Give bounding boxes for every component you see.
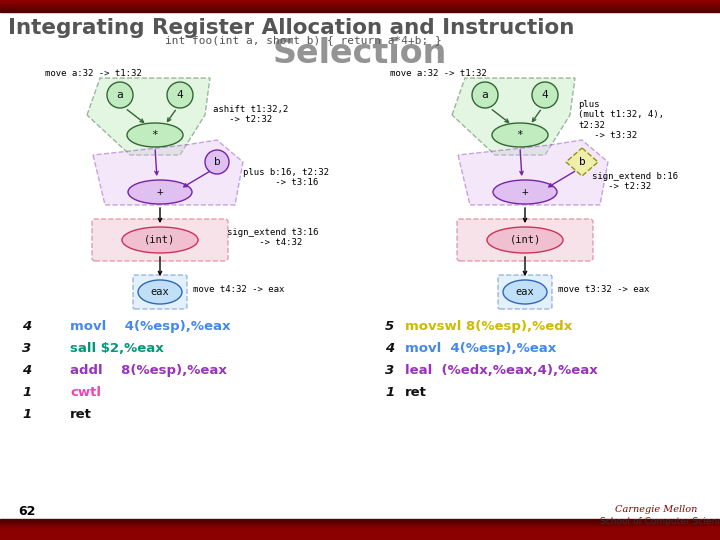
Bar — [0, 5, 720, 6]
Text: b: b — [579, 157, 585, 167]
Text: sall $2,%eax: sall $2,%eax — [70, 342, 163, 355]
Text: *: * — [152, 130, 158, 140]
Text: move t4:32 -> eax: move t4:32 -> eax — [193, 285, 284, 294]
FancyBboxPatch shape — [133, 275, 187, 309]
Text: cwtl: cwtl — [70, 386, 101, 399]
Bar — [0, 10, 720, 11]
Bar — [0, 522, 720, 523]
Polygon shape — [458, 140, 608, 205]
Text: 4: 4 — [22, 364, 31, 377]
Text: Carnegie Mellon: Carnegie Mellon — [615, 505, 698, 514]
Text: Selection: Selection — [273, 37, 447, 70]
Bar — [0, 525, 720, 526]
Text: a: a — [482, 90, 488, 100]
Text: a: a — [117, 90, 123, 100]
Ellipse shape — [138, 280, 182, 304]
Circle shape — [167, 82, 193, 108]
Bar — [0, 526, 720, 528]
Text: 1: 1 — [22, 386, 31, 399]
Text: eax: eax — [516, 287, 534, 297]
Bar — [0, 9, 720, 10]
Bar — [0, 0, 720, 1]
Bar — [0, 521, 720, 522]
Text: 1: 1 — [22, 408, 31, 421]
Text: *: * — [517, 130, 523, 140]
Ellipse shape — [128, 180, 192, 204]
Text: b: b — [214, 157, 220, 167]
Circle shape — [205, 150, 229, 174]
Text: 4: 4 — [541, 90, 549, 100]
Text: movl    4(%esp),%eax: movl 4(%esp),%eax — [70, 320, 230, 333]
Ellipse shape — [493, 180, 557, 204]
Text: plus
(mult t1:32, 4),
t2:32
   -> t3:32: plus (mult t1:32, 4), t2:32 -> t3:32 — [578, 100, 664, 140]
Bar — [0, 519, 720, 521]
Text: movswl 8(%esp),%edx: movswl 8(%esp),%edx — [405, 320, 572, 333]
Text: 5: 5 — [385, 320, 395, 333]
Text: 3: 3 — [22, 342, 31, 355]
Text: plus b:16, t2:32
      -> t3:16: plus b:16, t2:32 -> t3:16 — [243, 168, 329, 187]
Text: 4: 4 — [176, 90, 184, 100]
Ellipse shape — [127, 123, 183, 147]
Text: move t3:32 -> eax: move t3:32 -> eax — [558, 285, 649, 294]
Circle shape — [107, 82, 133, 108]
FancyBboxPatch shape — [92, 219, 228, 261]
Text: addl    8(%esp),%eax: addl 8(%esp),%eax — [70, 364, 227, 377]
Text: move a:32 -> t1:32: move a:32 -> t1:32 — [390, 69, 487, 78]
Circle shape — [472, 82, 498, 108]
Text: eax: eax — [150, 287, 169, 297]
Text: move a:32 -> t1:32: move a:32 -> t1:32 — [45, 69, 142, 78]
Text: 4: 4 — [22, 320, 31, 333]
Bar — [0, 4, 720, 5]
Bar — [0, 11, 720, 12]
Text: Integrating Register Allocation and Instruction: Integrating Register Allocation and Inst… — [8, 18, 575, 38]
Polygon shape — [566, 148, 598, 176]
Text: School of Computer Science: School of Computer Science — [600, 517, 720, 526]
Text: movl  4(%esp),%eax: movl 4(%esp),%eax — [405, 342, 557, 355]
Text: (int): (int) — [145, 235, 176, 245]
Ellipse shape — [503, 280, 547, 304]
Bar — [0, 2, 720, 3]
Text: 1: 1 — [385, 386, 395, 399]
Text: sign_extend b:16
   -> t2:32: sign_extend b:16 -> t2:32 — [592, 172, 678, 191]
Bar — [0, 1, 720, 2]
Text: ashift t1:32,2
   -> t2:32: ashift t1:32,2 -> t2:32 — [213, 105, 288, 124]
FancyBboxPatch shape — [498, 275, 552, 309]
FancyBboxPatch shape — [457, 219, 593, 261]
Text: sign_extend t3:16
      -> t4:32: sign_extend t3:16 -> t4:32 — [227, 228, 318, 247]
Text: (int): (int) — [509, 235, 541, 245]
Bar — [0, 6, 720, 7]
Ellipse shape — [122, 227, 198, 253]
Text: 3: 3 — [385, 364, 395, 377]
Bar — [0, 3, 720, 4]
Text: leal  (%edx,%eax,4),%eax: leal (%edx,%eax,4),%eax — [405, 364, 598, 377]
Text: +: + — [157, 187, 163, 197]
Polygon shape — [452, 78, 575, 155]
Text: int foo(int a, short b) { return a*4+b; }: int foo(int a, short b) { return a*4+b; … — [165, 35, 442, 45]
Ellipse shape — [492, 123, 548, 147]
Bar — [0, 8, 720, 9]
Circle shape — [532, 82, 558, 108]
Text: 4: 4 — [385, 342, 395, 355]
Polygon shape — [93, 140, 243, 205]
Polygon shape — [87, 78, 210, 155]
Ellipse shape — [487, 227, 563, 253]
Text: 62: 62 — [18, 505, 35, 518]
Text: ret: ret — [70, 408, 92, 421]
Text: ret: ret — [405, 386, 427, 399]
Text: +: + — [521, 187, 528, 197]
Bar — [0, 528, 720, 540]
Bar — [0, 7, 720, 8]
Bar — [0, 523, 720, 525]
